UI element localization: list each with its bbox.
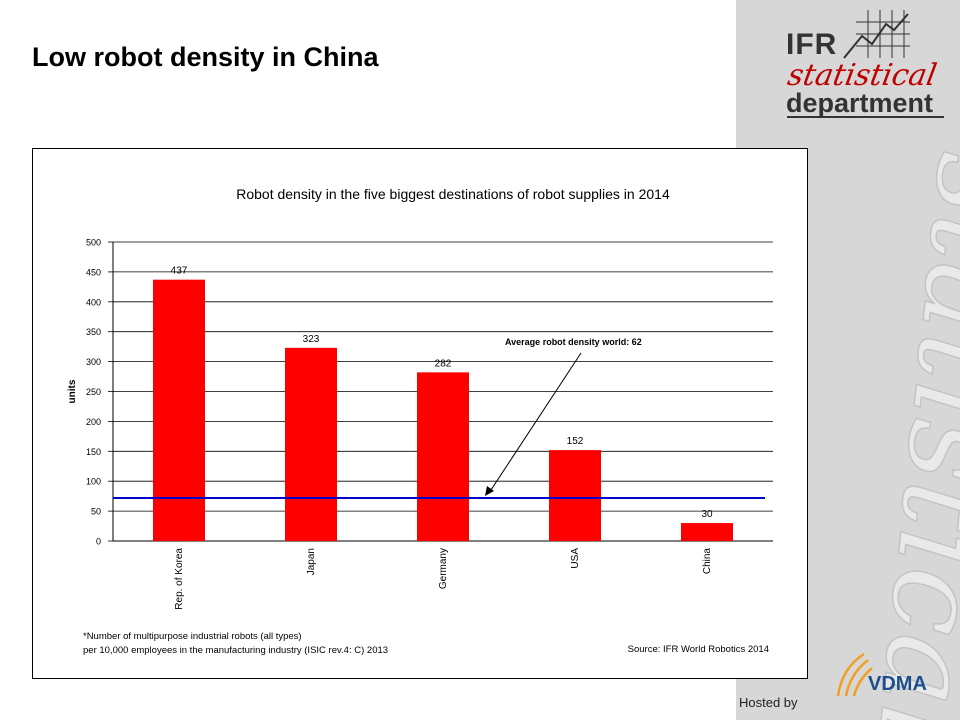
y-tick-label: 50 bbox=[91, 507, 101, 517]
bar-value-label: 282 bbox=[435, 358, 452, 369]
vdma-text: VDMA bbox=[868, 673, 927, 695]
annotation-arrow-line bbox=[488, 352, 582, 494]
y-tick-label: 150 bbox=[86, 447, 101, 457]
annotation-arrowhead bbox=[485, 485, 494, 496]
footnote-line: per 10,000 employees in the manufacturin… bbox=[83, 645, 388, 656]
statistical-watermark: statistical bbox=[849, 146, 960, 720]
y-tick-label: 100 bbox=[86, 477, 101, 487]
bar-value-label: 152 bbox=[567, 436, 584, 447]
watermark-text: statistical bbox=[850, 147, 960, 720]
category-label: Japan bbox=[306, 548, 317, 575]
footnote-line: *Number of multipurpose industrial robot… bbox=[83, 631, 302, 642]
vdma-logo: VDMA bbox=[836, 652, 927, 697]
bar bbox=[285, 347, 337, 541]
category-label: Germany bbox=[438, 548, 449, 589]
bar-value-label: 323 bbox=[303, 334, 320, 345]
logo-underline bbox=[787, 116, 944, 118]
bar-chart: Robot density in the five biggest destin… bbox=[67, 186, 773, 656]
logo-department: department bbox=[786, 88, 934, 118]
category-label: USA bbox=[570, 548, 581, 569]
world-average-annotation: Average robot density world: 62 bbox=[505, 337, 642, 347]
y-axis-label: units bbox=[67, 379, 78, 403]
chart-grid-icon bbox=[843, 10, 910, 59]
bar bbox=[681, 523, 733, 541]
y-tick-label: 450 bbox=[86, 267, 101, 277]
category-label: China bbox=[702, 548, 713, 575]
ifr-logo: IFR statistical department bbox=[780, 6, 952, 122]
logo-ifr: IFR bbox=[786, 28, 838, 61]
y-tick-label: 400 bbox=[86, 297, 101, 307]
bar-value-label: 30 bbox=[701, 509, 713, 520]
y-tick-label: 200 bbox=[86, 417, 101, 427]
y-tick-label: 0 bbox=[96, 537, 101, 547]
chart-title: Robot density in the five biggest destin… bbox=[236, 186, 670, 202]
bar-value-label: 437 bbox=[171, 266, 188, 277]
y-tick-label: 350 bbox=[86, 327, 101, 337]
category-label: Rep. of Korea bbox=[174, 548, 185, 610]
bar bbox=[417, 372, 469, 541]
source-label: Source: IFR World Robotics 2014 bbox=[628, 644, 769, 655]
hosted-by-label: Hosted by bbox=[739, 695, 798, 710]
y-tick-label: 300 bbox=[86, 357, 101, 367]
y-tick-label: 500 bbox=[86, 238, 101, 248]
bar bbox=[549, 450, 601, 541]
page-title: Low robot density in China bbox=[32, 42, 379, 72]
bar bbox=[153, 279, 205, 541]
chart-frame: Robot density in the five biggest destin… bbox=[32, 148, 808, 679]
y-tick-label: 250 bbox=[86, 387, 101, 397]
vdma-swoosh-icon bbox=[836, 652, 873, 697]
